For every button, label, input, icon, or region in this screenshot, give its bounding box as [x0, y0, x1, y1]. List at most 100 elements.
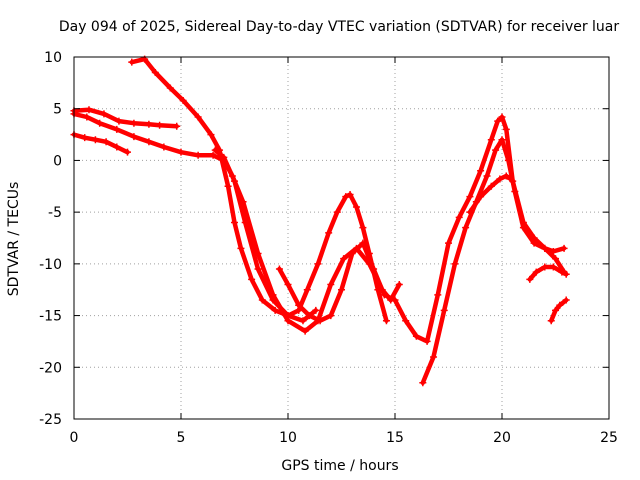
data-point	[562, 270, 570, 278]
data-point	[340, 255, 348, 263]
data-point	[352, 203, 360, 211]
data-point	[434, 291, 442, 299]
data-point	[312, 306, 320, 314]
data-point	[483, 172, 491, 180]
data-point	[412, 332, 420, 340]
y-tick-label: -10	[39, 257, 62, 273]
data-point	[451, 260, 459, 268]
data-point	[102, 138, 110, 146]
x-tick-labels: 0 5 10 15 20 25	[70, 430, 618, 446]
data-point	[445, 239, 452, 247]
data-point	[124, 148, 131, 156]
data-point	[145, 138, 153, 146]
data-point	[462, 224, 470, 232]
data-point	[333, 208, 341, 216]
data-point	[275, 265, 283, 273]
data-point	[237, 244, 245, 252]
data-point	[552, 255, 559, 263]
data-point	[209, 151, 217, 159]
data-point	[502, 172, 510, 180]
data-point	[511, 187, 519, 195]
series-sat-h	[466, 172, 515, 216]
data-point	[541, 263, 549, 271]
data-point	[151, 69, 159, 77]
data-point	[115, 117, 123, 125]
data-point	[113, 143, 121, 151]
data-point	[194, 151, 202, 159]
data-point	[231, 218, 238, 226]
x-tick-label: 25	[600, 430, 618, 446]
data-point	[301, 327, 309, 335]
data-point	[241, 218, 249, 226]
data-point	[327, 312, 335, 320]
y-tick-labels: 10 5 0 -5 -10 -15 -20 -25	[39, 50, 62, 428]
y-tick-label: -20	[39, 360, 62, 376]
data-point	[327, 281, 335, 289]
data-point	[303, 286, 311, 294]
axis-ticks	[73, 56, 610, 420]
y-tick-label: -15	[39, 309, 62, 325]
data-point	[359, 239, 367, 247]
series-sat-g	[419, 136, 568, 387]
data-point	[177, 148, 185, 156]
data-point	[359, 224, 367, 232]
data-point	[348, 250, 356, 258]
series-sat-j	[547, 296, 570, 325]
x-tick-label: 15	[386, 430, 404, 446]
data-point	[440, 306, 448, 314]
data-point	[160, 143, 168, 151]
series-layer	[70, 55, 570, 387]
series-sat-a	[128, 55, 390, 325]
data-point	[284, 312, 292, 320]
series-sat-i	[526, 263, 570, 283]
x-tick-label: 10	[279, 430, 297, 446]
series-line	[548, 297, 569, 323]
data-point	[128, 58, 136, 66]
data-point	[271, 306, 279, 314]
y-axis-label: SDTVAR / TECUs	[6, 182, 22, 297]
data-point	[211, 146, 219, 154]
data-point	[85, 106, 93, 114]
data-point	[269, 296, 277, 304]
data-point	[166, 84, 174, 92]
data-point	[455, 213, 463, 221]
data-point	[194, 113, 202, 121]
data-point	[130, 133, 138, 141]
y-tick-label: -25	[39, 412, 62, 428]
data-point	[338, 286, 345, 294]
data-point	[370, 265, 378, 273]
data-point	[391, 296, 399, 304]
y-tick-label: -5	[48, 205, 62, 221]
data-point	[492, 146, 500, 154]
data-point	[248, 275, 256, 283]
data-point	[530, 239, 538, 247]
data-point	[83, 113, 91, 121]
x-tick-label: 20	[493, 430, 511, 446]
data-point	[556, 301, 564, 309]
data-point	[254, 265, 262, 273]
data-point	[342, 193, 350, 201]
data-point	[498, 136, 506, 144]
data-point	[316, 317, 324, 325]
data-point	[477, 193, 485, 201]
data-point	[541, 244, 549, 252]
data-point	[519, 224, 527, 232]
data-point	[173, 122, 181, 130]
data-point	[395, 281, 403, 289]
series-sat-e	[211, 146, 320, 325]
data-point	[179, 96, 187, 104]
y-tick-label: 5	[53, 102, 62, 118]
data-point	[299, 317, 307, 325]
data-point	[504, 156, 512, 164]
data-point	[552, 306, 559, 314]
data-point	[466, 208, 474, 216]
data-point	[220, 153, 228, 161]
x-tick-label: 5	[177, 430, 186, 446]
data-point	[81, 134, 89, 142]
data-point	[560, 244, 568, 252]
data-point	[494, 117, 502, 125]
x-axis-label: GPS time / hours	[281, 458, 398, 474]
data-point	[325, 229, 333, 237]
